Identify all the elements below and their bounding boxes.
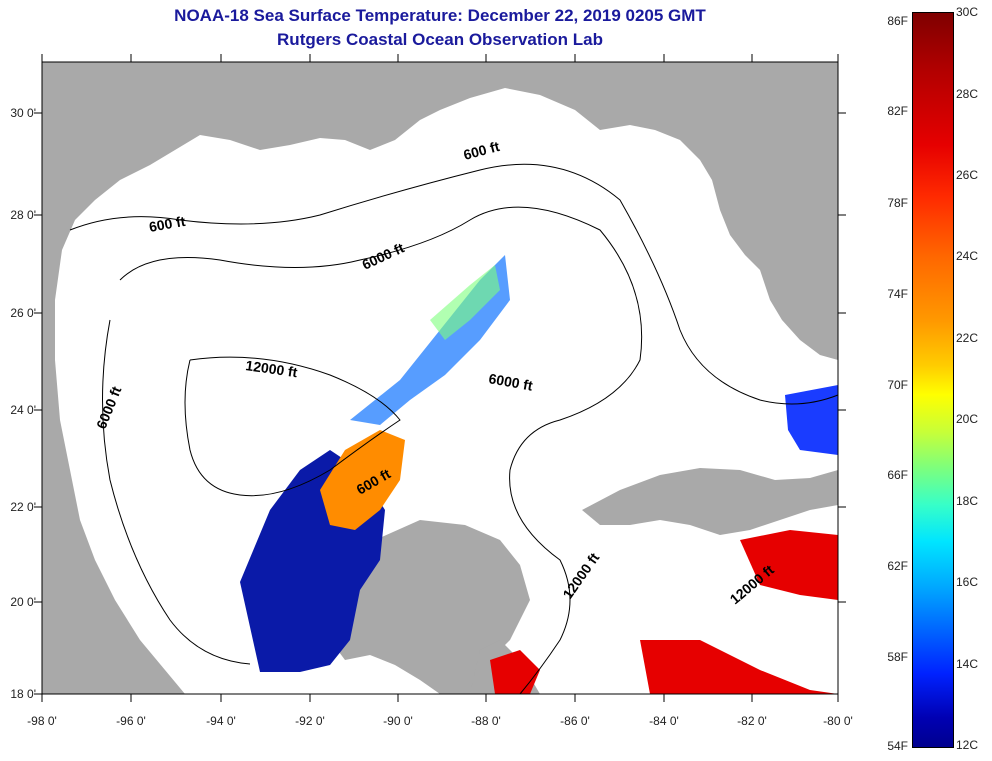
land-cuba bbox=[582, 468, 838, 535]
sst-green-band bbox=[430, 265, 500, 340]
colorbar-c-label: 22C bbox=[956, 331, 979, 345]
map-frame bbox=[41, 61, 839, 695]
lat-label: 26 0' bbox=[10, 306, 36, 320]
colorbar-c-label: 20C bbox=[956, 412, 979, 426]
lat-label: 20 0' bbox=[10, 595, 36, 609]
map-subtitle: Rutgers Coastal Ocean Observation Lab bbox=[277, 30, 603, 49]
lon-label: -88 0' bbox=[471, 714, 501, 728]
lat-label: 18 0' bbox=[10, 687, 36, 701]
colorbar-c-label: 28C bbox=[956, 87, 979, 101]
sst-hot-south bbox=[740, 530, 838, 600]
lon-label: -96 0' bbox=[116, 714, 146, 728]
colorbar-f-label: 66F bbox=[887, 468, 908, 482]
sst-warm-patch bbox=[320, 430, 405, 530]
colorbar-c-label: 24C bbox=[956, 249, 979, 263]
axis-ticks bbox=[34, 54, 846, 702]
sst-cold-east bbox=[785, 385, 838, 455]
colorbar-c-label: 12C bbox=[956, 738, 979, 752]
lon-label: -90 0' bbox=[383, 714, 413, 728]
contour-label: 6000 ft bbox=[487, 370, 534, 394]
colorbar-f-label: 74F bbox=[887, 287, 908, 301]
lat-label: 24 0' bbox=[10, 403, 36, 417]
colorbar-f-label: 58F bbox=[887, 650, 908, 664]
colorbar-c-label: 16C bbox=[956, 575, 979, 589]
lon-label: -94 0' bbox=[206, 714, 236, 728]
lat-label: 28 0' bbox=[10, 208, 36, 222]
map-title: NOAA-18 Sea Surface Temperature: Decembe… bbox=[174, 6, 706, 25]
colorbar-c-label: 14C bbox=[956, 657, 979, 671]
contour-label: 600 ft bbox=[148, 213, 187, 235]
lon-label: -92 0' bbox=[295, 714, 325, 728]
colorbar-f-label: 78F bbox=[887, 196, 908, 210]
temperature-colorbar bbox=[912, 12, 954, 748]
lon-label: -82 0' bbox=[737, 714, 767, 728]
sst-swath bbox=[240, 255, 838, 694]
lon-label: -98 0' bbox=[27, 714, 57, 728]
lon-label: -80 0' bbox=[823, 714, 853, 728]
colorbar-f-label: 86F bbox=[887, 14, 908, 28]
colorbar-f-label: 82F bbox=[887, 104, 908, 118]
lat-label: 30 0' bbox=[10, 106, 36, 120]
colorbar-c-label: 30C bbox=[956, 5, 979, 19]
contour-6000ft-west bbox=[102, 319, 251, 665]
colorbar-f-label: 62F bbox=[887, 559, 908, 573]
contour-layer bbox=[69, 163, 839, 695]
colorbar-f-label: 70F bbox=[887, 378, 908, 392]
contour-6000ft bbox=[119, 206, 643, 695]
sst-hot-left bbox=[490, 650, 540, 694]
lon-label: -84 0' bbox=[649, 714, 679, 728]
colorbar-f-label: 54F bbox=[887, 739, 908, 753]
contour-12000ft bbox=[184, 356, 401, 497]
lon-label: -86 0' bbox=[560, 714, 590, 728]
colorbar-c-label: 18C bbox=[956, 494, 979, 508]
land-north-america bbox=[42, 62, 838, 694]
contour-600ft bbox=[69, 163, 839, 405]
contour-label: 12000 ft bbox=[245, 357, 299, 380]
sst-hot-caribbean bbox=[640, 640, 838, 694]
land-layer bbox=[42, 62, 838, 694]
colorbar-c-label: 26C bbox=[956, 168, 979, 182]
lat-label: 22 0' bbox=[10, 500, 36, 514]
